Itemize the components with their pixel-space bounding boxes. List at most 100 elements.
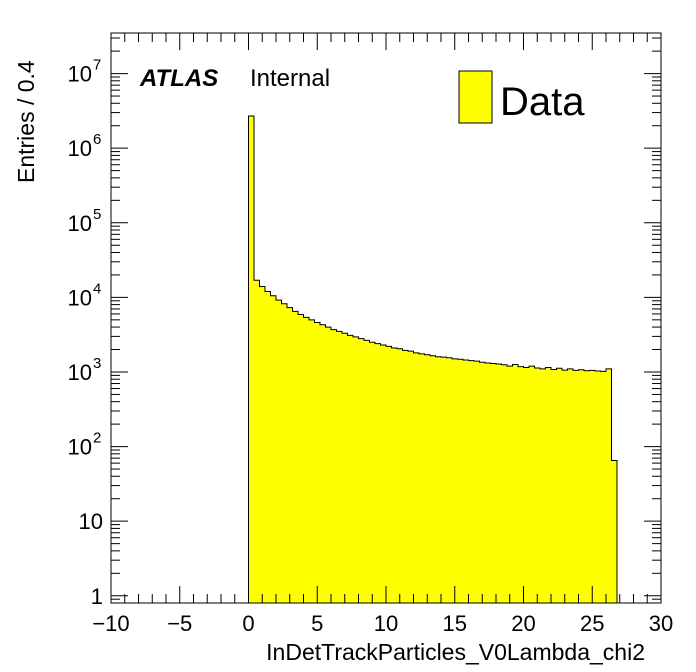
x-tick-label: 15: [443, 611, 467, 636]
histogram-bar: [474, 361, 480, 603]
y-tick-label-base: 10: [68, 285, 92, 310]
histogram-bar: [408, 351, 414, 603]
histogram-bar: [523, 367, 530, 603]
histogram-bar: [595, 371, 601, 603]
histogram-bar: [501, 364, 508, 603]
histogram-bar: [419, 353, 425, 603]
y-tick-label: 10 4: [68, 280, 102, 310]
histogram-bar: [457, 359, 464, 603]
histogram-bar: [314, 322, 321, 603]
histogram-bar: [254, 280, 260, 603]
y-axis-label: Entries / 0.4: [13, 60, 39, 183]
y-tick-label-exponent: 3: [93, 355, 101, 372]
histogram-bar: [606, 368, 612, 603]
y-tick-label: 10: [79, 509, 103, 534]
histogram-bar: [556, 368, 563, 603]
y-tick-label-exponent: 7: [93, 57, 101, 74]
histogram-bar: [479, 362, 486, 603]
atlas-label-internal: Internal: [250, 65, 330, 92]
histogram-bar: [446, 357, 453, 603]
histogram-bar: [397, 348, 403, 603]
x-axis-label: InDetTrackParticles_V0Lambda_chi2: [266, 639, 645, 665]
y-tick-label-base: 10: [68, 360, 92, 385]
x-tick-label: 5: [311, 611, 323, 636]
y-tick-label: 1: [91, 584, 103, 609]
histogram-bar: [534, 368, 541, 603]
histogram-bar: [276, 300, 282, 603]
histogram-bar: [287, 307, 293, 603]
legend-swatch: [458, 70, 493, 124]
y-tick-label-exponent: 6: [93, 131, 101, 148]
histogram-bar: [248, 116, 255, 603]
histogram-bar: [375, 343, 381, 603]
histogram-bar: [336, 331, 343, 603]
histogram-bar: [485, 362, 491, 603]
histogram-bar: [573, 370, 579, 603]
histogram-bar: [386, 346, 392, 603]
y-tick-label-exponent: 4: [93, 280, 101, 297]
x-tick-label: 25: [580, 611, 604, 636]
histogram-bar: [364, 340, 370, 603]
histogram-bar: [584, 370, 590, 603]
histogram-bar: [562, 370, 568, 603]
histogram-bar: [529, 366, 535, 603]
histogram-bar: [589, 370, 596, 603]
histogram-bar: [342, 333, 348, 603]
atlas-label: ATLAS Internal: [139, 65, 330, 92]
legend: Data: [458, 70, 585, 124]
histogram-bar: [270, 295, 277, 603]
histogram-bar: [331, 329, 337, 603]
axis-ticks: [110, 33, 662, 604]
histogram-bars: [248, 115, 618, 603]
histogram-bar: [441, 357, 447, 603]
histogram-bar: [490, 363, 497, 603]
histogram-bar: [347, 335, 354, 603]
histogram-bar: [309, 319, 315, 603]
histogram-bar: [507, 366, 513, 603]
y-tick-label-base: 10: [68, 435, 92, 460]
histogram-bar: [281, 303, 288, 603]
histogram-bar: [325, 327, 332, 603]
histogram-outline: [248, 115, 618, 603]
histogram-bar: [380, 344, 387, 603]
histogram-bar: [292, 311, 299, 603]
histogram-bar: [353, 336, 359, 603]
y-tick-label-exponent: 2: [93, 430, 101, 447]
x-tick-label: 0: [242, 611, 254, 636]
y-tick-label: 10 6: [68, 131, 102, 161]
histogram-bar: [391, 347, 398, 603]
histogram-bar: [545, 367, 552, 603]
x-tick-label: 30: [649, 611, 673, 636]
histogram-bar: [578, 369, 585, 603]
histogram-bar: [430, 355, 436, 603]
histogram-bar: [540, 368, 546, 603]
histogram-bar: [468, 360, 475, 603]
y-tick-label-base: 10: [68, 62, 92, 87]
histogram-bar: [435, 356, 442, 603]
histogram-bar: [463, 359, 469, 603]
histogram-bar: [303, 317, 310, 603]
histogram-bar: [518, 366, 524, 603]
y-tick-label-base: 10: [68, 211, 92, 236]
histogram-bar: [298, 314, 304, 603]
histogram-bar: [567, 368, 574, 603]
x-tick-label: 10: [374, 611, 398, 636]
histogram-bar: [369, 342, 376, 603]
y-tick-label-base: 10: [68, 136, 92, 161]
histogram-bar: [358, 338, 365, 603]
y-tick-label: 10 7: [68, 57, 102, 87]
legend-label: Data: [500, 80, 585, 124]
y-tick-label: 10 2: [68, 430, 102, 460]
y-tick-label: 10 5: [68, 206, 102, 236]
histogram-bar: [413, 352, 420, 603]
x-tick-label: −10: [92, 611, 129, 636]
histogram-bar: [402, 350, 409, 603]
histogram-bar: [512, 364, 519, 603]
histogram-bar: [452, 358, 458, 603]
atlas-label-bold: ATLAS: [139, 65, 218, 92]
histogram-bar: [265, 291, 271, 603]
histogram-bar: [551, 369, 557, 603]
y-tick-label: 10 3: [68, 355, 102, 385]
